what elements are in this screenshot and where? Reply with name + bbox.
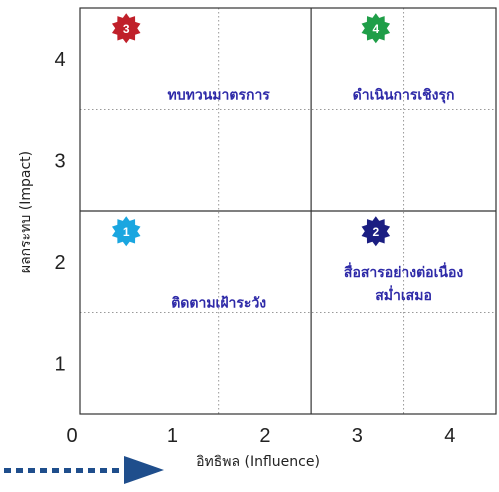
quadrant-label: ทบทวนมาตรการ — [167, 87, 270, 103]
grid-layer — [79, 7, 497, 415]
quadrant-number: 3 — [123, 22, 130, 36]
star-badge-icon — [111, 13, 141, 44]
x-tick-label: 2 — [259, 425, 270, 447]
quadrant-label: สื่อสารอย่างต่อเนื่อง — [344, 262, 463, 281]
arrow-head-icon — [124, 456, 164, 484]
x-axis-title: อิทธิพล (Influence) — [196, 454, 320, 470]
star-badge-icon — [361, 216, 391, 247]
y-tick-label: 4 — [54, 49, 65, 71]
quadrant-label: ดำเนินการเชิงรุก — [353, 87, 455, 103]
arrow-dash — [40, 468, 47, 473]
star-badge-icon — [361, 13, 391, 44]
x-tick-label: 1 — [167, 425, 178, 447]
y-tick-label: 3 — [54, 150, 65, 172]
y-tick-label: 1 — [54, 353, 65, 375]
direction-arrow — [4, 456, 164, 484]
arrow-dash — [100, 468, 107, 473]
quadrant-4: 4 ดำเนินการเชิงรุก — [353, 13, 455, 103]
quadrant-3: 3 ทบทวนมาตรการ — [111, 13, 270, 103]
arrow-dash — [64, 468, 71, 473]
quadrant-number: 2 — [372, 225, 379, 239]
x-tick-label: 4 — [444, 425, 455, 447]
quadrant-label: ติดตามเฝ้าระวัง — [171, 295, 266, 311]
star-badge-icon — [111, 216, 141, 247]
arrow-dash — [88, 468, 95, 473]
quadrants: 3 ทบทวนมาตรการ 4 ดำเนินการเชิงรุก 1 ติดตามเฝ้… — [111, 13, 463, 311]
arrow-dash — [4, 468, 11, 473]
arrow-dash — [112, 468, 119, 473]
tick-labels: 0 1 2 3 4 1 2 3 4 — [54, 49, 455, 447]
y-tick-label: 2 — [54, 252, 65, 274]
quadrant-label: สม่ำเสมอ — [375, 285, 432, 304]
quadrant-number: 1 — [123, 225, 130, 239]
arrow-dash — [16, 468, 23, 473]
arrow-dash — [76, 468, 83, 473]
quadrant-number: 4 — [372, 22, 379, 36]
y-axis-title: ผลกระทบ (Impact) — [18, 151, 34, 273]
x-tick-label: 3 — [352, 425, 363, 447]
x-tick-label: 0 — [66, 425, 77, 447]
quadrant-1: 1 ติดตามเฝ้าระวัง — [111, 216, 266, 311]
arrow-dash — [52, 468, 59, 473]
arrow-dash — [28, 468, 35, 473]
